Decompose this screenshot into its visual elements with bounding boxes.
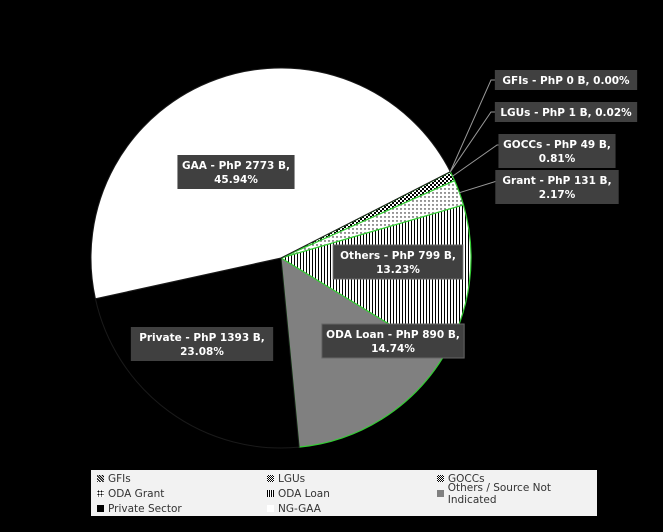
svg-text:LGUs - PhP 1 B, 0.02%: LGUs - PhP 1 B, 0.02% xyxy=(500,107,632,119)
svg-text:23.08%: 23.08% xyxy=(180,346,224,358)
legend-label: ODA Loan xyxy=(278,487,330,500)
label-private: Private - PhP 1393 B, 23.08% xyxy=(130,327,274,361)
label-gaa: GAA - PhP 2773 B, 45.94% xyxy=(177,155,295,189)
label-goccs: GOCCs - PhP 49 B, 0.81% xyxy=(498,134,616,168)
legend-swatch xyxy=(437,475,444,482)
leader-line xyxy=(449,111,497,173)
legend-item: ODA Grant xyxy=(97,486,164,501)
legend-swatch xyxy=(267,505,274,512)
svg-text:2.17%: 2.17% xyxy=(539,189,576,201)
svg-text:ODA Loan - PhP 890 B,: ODA Loan - PhP 890 B, xyxy=(326,329,460,341)
legend-label: LGUs xyxy=(278,472,306,485)
legend-label: GOCCs xyxy=(448,472,485,485)
svg-text:13.23%: 13.23% xyxy=(376,264,420,276)
legend-swatch xyxy=(97,475,104,482)
svg-text:GAA - PhP 2773 B,: GAA - PhP 2773 B, xyxy=(182,160,290,172)
leader-line xyxy=(449,79,497,172)
legend-item: LGUs xyxy=(267,471,305,486)
svg-text:14.74%: 14.74% xyxy=(371,343,415,355)
svg-text:Others - PhP 799 B,: Others - PhP 799 B, xyxy=(340,250,456,262)
label-gfis: GFIs - PhP 0 B, 0.00% xyxy=(494,70,638,90)
legend-item: ODA Loan xyxy=(267,486,330,501)
legend: GFIs LGUs GOCCs ODA Grant ODA Loan Others / S… xyxy=(91,470,597,516)
legend-swatch xyxy=(97,490,104,497)
legend-label: GFIs xyxy=(108,472,131,485)
legend-item: Others / Source Not Indicated xyxy=(437,482,597,506)
legend-swatch xyxy=(437,490,444,497)
svg-text:GOCCs - PhP 49 B,: GOCCs - PhP 49 B, xyxy=(503,139,611,151)
svg-text:Grant - PhP 131 B,: Grant - PhP 131 B, xyxy=(502,175,611,187)
label-lgus: LGUs - PhP 1 B, 0.02% xyxy=(494,102,638,122)
legend-item: Private Sector xyxy=(97,501,182,516)
label-oda-loan: ODA Loan - PhP 890 B, 14.74% xyxy=(321,323,465,359)
label-others: Others - PhP 799 B, 13.23% xyxy=(332,244,464,280)
legend-item: NG-GAA xyxy=(267,501,321,516)
svg-text:GFIs - PhP 0 B, 0.00%: GFIs - PhP 0 B, 0.00% xyxy=(502,75,630,87)
legend-label: Private Sector xyxy=(108,502,182,515)
legend-item: GFIs xyxy=(97,471,131,486)
legend-swatch xyxy=(267,490,274,497)
legend-swatch xyxy=(267,475,274,482)
legend-item: GOCCs xyxy=(437,471,485,486)
legend-label: ODA Grant xyxy=(108,487,165,500)
leader-lines xyxy=(449,79,503,194)
legend-label: NG-GAA xyxy=(278,502,321,515)
svg-text:Private - PhP 1393 B,: Private - PhP 1393 B, xyxy=(139,332,265,344)
legend-swatch xyxy=(97,505,104,512)
label-grant: Grant - PhP 131 B, 2.17% xyxy=(495,170,619,204)
legend-label: Others / Source Not Indicated xyxy=(447,481,552,506)
svg-text:0.81%: 0.81% xyxy=(539,153,576,165)
data-labels: GFIs - PhP 0 B, 0.00% LGUs - PhP 1 B, 0.0… xyxy=(130,70,638,361)
svg-text:45.94%: 45.94% xyxy=(214,174,258,186)
